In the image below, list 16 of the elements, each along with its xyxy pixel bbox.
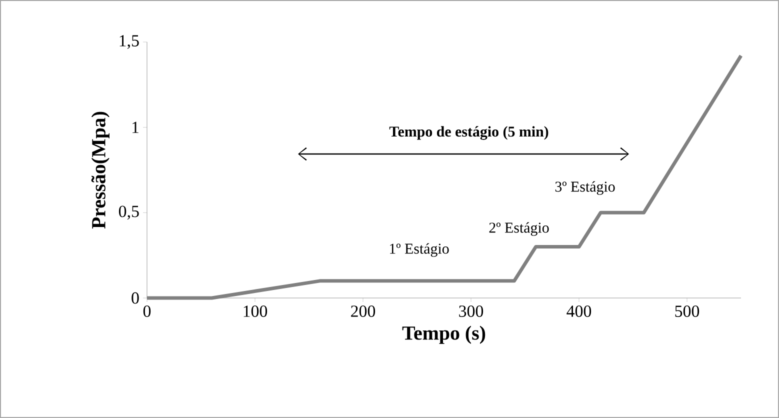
x-tick-label: 500 xyxy=(675,306,700,317)
y-axis-title: Pressão(Mpa) xyxy=(91,112,110,229)
y-tick-label: 0 xyxy=(132,292,139,304)
x-tick-label: 400 xyxy=(566,306,592,317)
annotation: 2º Estágio xyxy=(489,222,549,236)
x-tick-label: 100 xyxy=(244,306,268,317)
x-tick-label: 0 xyxy=(143,306,151,317)
annotation: 3º Estágio xyxy=(555,181,615,195)
x-axis-title: Tempo (s) xyxy=(402,326,486,344)
x-tick-label: 200 xyxy=(351,306,376,317)
y-tick-label: 1 xyxy=(132,122,138,133)
annotation: 1º Estágio xyxy=(390,243,449,257)
y-tick-label: 0,5 xyxy=(118,206,139,220)
x-tick-label: 300 xyxy=(459,306,484,317)
y-tick-label: 1,5 xyxy=(120,35,139,49)
annotation: Tempo de estágio (5 min) xyxy=(389,126,548,140)
